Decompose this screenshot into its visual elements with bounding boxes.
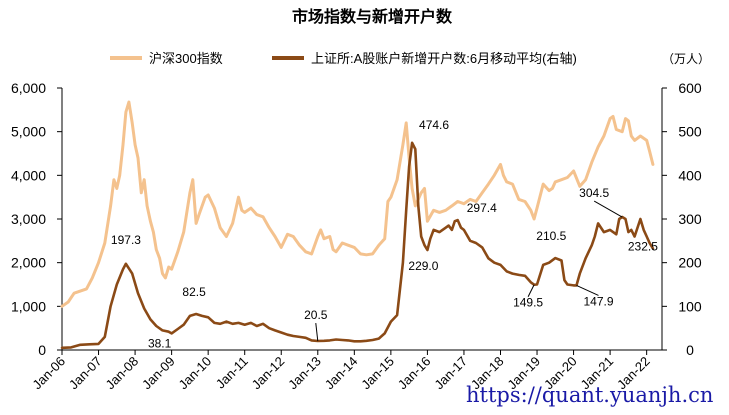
- right-tick-label: 400: [678, 167, 702, 183]
- legend-label-accounts: 上证所:A股账户新增开户数:6月移动平均(右轴): [311, 51, 577, 66]
- annotation-leader-line: [593, 200, 623, 218]
- watermark: https://quant.yuanjh.cn: [466, 383, 713, 407]
- data-label: 304.5: [579, 186, 609, 200]
- data-label: 232.5: [628, 239, 658, 253]
- right-tick-label: 600: [678, 80, 702, 96]
- right-axis-unit: （万人）: [662, 52, 710, 66]
- data-label: 38.1: [148, 336, 172, 350]
- data-label: 474.6: [419, 118, 449, 132]
- data-label: 147.9: [583, 294, 613, 308]
- left-tick-label: 2,000: [11, 255, 46, 271]
- right-tick-label: 500: [678, 124, 702, 140]
- x-tick-label: Jan-12: [249, 354, 288, 393]
- x-tick-label: Jan-14: [322, 354, 361, 393]
- x-tick-label: Jan-09: [139, 354, 178, 393]
- x-tick-label: Jan-10: [176, 354, 215, 393]
- left-tick-label: 3,000: [11, 211, 46, 227]
- x-tick-label: Jan-13: [285, 354, 324, 393]
- annotation-leader-line: [576, 284, 599, 296]
- annotations: 197.3 82.5 38.1 20.5 474.6 229.0 297.4 149.5 210…: [111, 118, 658, 351]
- data-label: 297.4: [467, 201, 497, 215]
- data-label: 197.3: [111, 233, 141, 247]
- left-axis-ticks: 0 1,000 2,000 3,000 4,000 5,000 6,000: [11, 80, 62, 358]
- left-tick-label: 5,000: [11, 124, 46, 140]
- x-tick-label: Jan-17: [431, 354, 470, 393]
- data-label: 149.5: [513, 296, 543, 310]
- chart-title: 市场指数与新增开户数: [292, 7, 453, 26]
- series-line-csi300: [60, 100, 655, 308]
- right-tick-label: 200: [678, 255, 702, 271]
- x-tick-label: Jan-16: [395, 354, 434, 393]
- series-line-accounts: [60, 141, 655, 350]
- left-tick-label: 1,000: [11, 298, 46, 314]
- x-tick-label: Jan-06: [29, 354, 68, 393]
- legend-label-csi300: 沪深300指数: [149, 51, 223, 66]
- right-tick-label: 0: [686, 342, 694, 358]
- right-tick-label: 300: [678, 211, 702, 227]
- x-tick-label: Jan-07: [66, 354, 105, 393]
- data-label: 210.5: [536, 229, 566, 243]
- data-label: 229.0: [408, 259, 438, 273]
- legend: 沪深300指数 上证所:A股账户新增开户数:6月移动平均(右轴) （万人）: [110, 51, 710, 66]
- x-tick-label: Jan-11: [213, 354, 251, 392]
- x-tick-label: Jan-08: [102, 354, 141, 393]
- right-tick-label: 100: [678, 298, 702, 314]
- left-tick-label: 6,000: [11, 80, 46, 96]
- x-tick-label: Jan-15: [358, 354, 397, 393]
- left-tick-label: 4,000: [11, 167, 46, 183]
- data-label: 82.5: [182, 285, 206, 299]
- series-layer: [60, 100, 655, 350]
- left-tick-label: 0: [38, 342, 46, 358]
- annotation-leader-line: [527, 284, 535, 297]
- right-axis-ticks: 0 100 200 300 400 500 600: [662, 80, 702, 358]
- data-label: 20.5: [304, 308, 328, 322]
- annotation-leader-line: [315, 322, 319, 342]
